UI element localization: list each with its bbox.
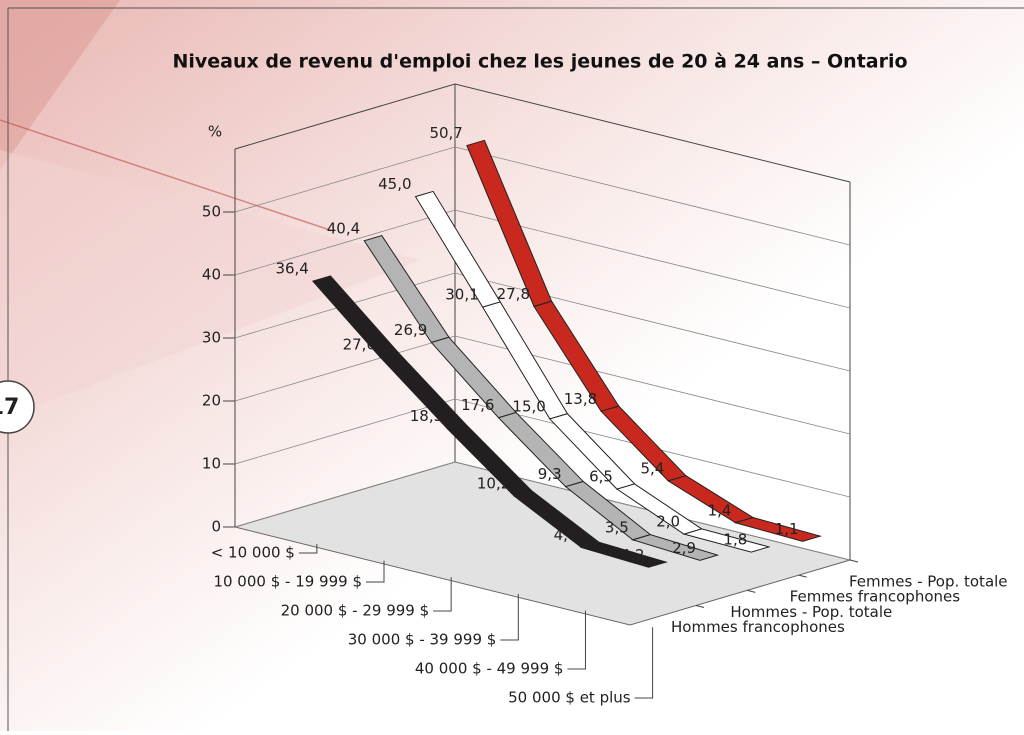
value-label: 2,9 [672,539,696,557]
value-label: 13,8 [564,390,597,408]
y-axis-label: % [208,123,222,141]
x-tick-label: 40 000 $ - 49 999 $ [415,660,564,678]
chart-title: Niveaux de revenu d'emploi chez les jeun… [172,51,907,73]
value-label: 10,2 [477,475,510,493]
value-label: 9,3 [538,465,562,483]
chart: 17 Niveaux de revenu d'emploi chez les j… [0,0,1024,731]
y-tick-label: 30 [202,329,221,347]
value-label: 26,9 [394,321,427,339]
value-label: 27,0 [343,336,376,354]
value-label: 18,3 [410,407,443,425]
value-label: 4,7 [554,526,578,544]
y-tick-label: 40 [202,266,221,284]
value-label: 3,5 [605,518,629,536]
value-label: 15,0 [512,397,545,415]
y-tick-label: 20 [202,392,221,410]
value-label: 1,1 [775,520,799,538]
page-number: 17 [0,395,19,420]
value-label: 1,8 [723,531,747,549]
value-label: 27,8 [497,285,530,303]
x-tick-label: 30 000 $ - 39 999 $ [348,631,497,649]
value-label: 4,2 [621,546,645,564]
y-tick-label: 50 [202,203,221,221]
value-label: 17,6 [461,396,494,414]
value-label: 1,4 [708,501,732,519]
series-label: Femmes - Pop. totale [849,573,1008,591]
x-tick-label: 20 000 $ - 29 999 $ [281,602,430,620]
background [0,0,1024,731]
value-label: 5,4 [640,459,664,477]
value-label: 6,5 [589,468,613,486]
x-tick-label: 50 000 $ et plus [508,689,631,707]
y-tick-label: 0 [211,518,221,536]
value-label: 50,7 [429,124,462,142]
value-label: 2,0 [656,513,680,531]
x-tick-label: < 10 000 $ [211,544,295,562]
y-tick-label: 10 [202,455,221,473]
value-label: 36,4 [275,260,308,278]
value-label: 40,4 [327,219,360,237]
value-label: 30,1 [445,286,478,304]
x-tick-label: 10 000 $ - 19 999 $ [213,573,362,591]
value-label: 45,0 [378,175,411,193]
